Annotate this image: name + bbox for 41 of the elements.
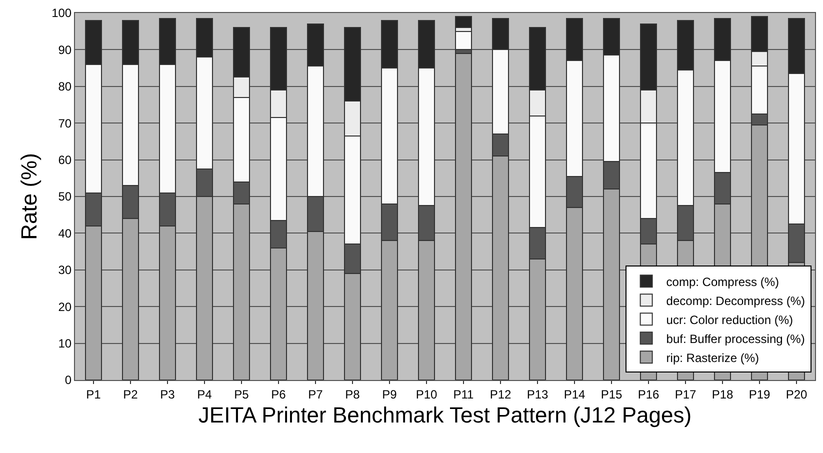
y-tick-label: 80 <box>58 80 72 94</box>
x-tick-label: P8 <box>345 387 360 402</box>
x-tick-label: P7 <box>308 387 324 402</box>
x-tick-label: P20 <box>786 387 808 402</box>
y-tick-label: 20 <box>58 300 72 314</box>
bar <box>455 30 472 50</box>
x-tick-label: P5 <box>234 387 250 402</box>
y-tick-label: 10 <box>58 336 72 350</box>
bar <box>455 16 472 28</box>
y-tick-label: 0 <box>64 373 72 388</box>
bar <box>455 52 472 380</box>
x-tick-label: P15 <box>600 387 622 402</box>
legend-label: buf: Buffer processing (%) <box>666 332 805 346</box>
y-axis-title: Rate (%) <box>16 153 42 240</box>
x-tick-label: P1 <box>86 387 102 402</box>
x-tick-label: P3 <box>160 387 176 402</box>
x-tick-label: P16 <box>638 387 660 402</box>
y-tick-label: 100 <box>52 6 72 20</box>
y-tick-label: 50 <box>58 190 72 204</box>
y-tick-label: 60 <box>58 153 72 167</box>
legend-label: rip: Rasterize (%) <box>666 350 759 365</box>
x-axis-title: JEITA Printer Benchmark Test Pattern (J12 Pages) <box>198 402 692 428</box>
x-tick-label: P9 <box>382 387 398 402</box>
x-tick-label: P6 <box>271 387 286 402</box>
x-tick-label: P2 <box>123 387 138 402</box>
y-tick-label: 70 <box>58 116 72 130</box>
x-tick-label: P19 <box>748 387 770 402</box>
legend-label: ucr: Color reduction (%) <box>666 312 794 327</box>
x-tick-label: P17 <box>674 387 696 402</box>
x-tick-label: P14 <box>564 387 586 402</box>
legend-label: decomp: Decompress (%) <box>666 294 806 308</box>
x-tick-label: P11 <box>453 387 474 402</box>
legend-label: comp: Compress (%) <box>666 274 779 289</box>
x-tick-label: P10 <box>416 387 438 402</box>
x-tick-label: P18 <box>712 387 734 402</box>
y-tick-label: 30 <box>58 263 72 278</box>
x-tick-label: P12 <box>490 387 512 402</box>
x-tick-label: P13 <box>526 387 548 402</box>
y-tick-label: 90 <box>58 42 72 57</box>
y-tick-label: 40 <box>58 226 72 240</box>
x-tick-label: P4 <box>197 387 212 402</box>
